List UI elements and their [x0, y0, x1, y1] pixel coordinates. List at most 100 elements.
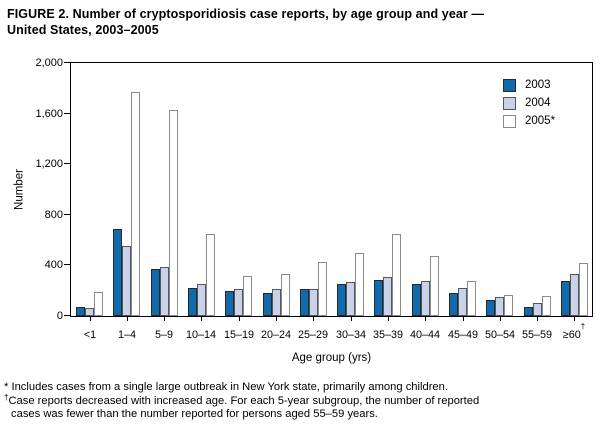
bar-2005-55–59 [542, 296, 551, 316]
bar-2003-5–9 [151, 269, 160, 316]
legend-label: 2003 [525, 79, 551, 91]
x-axis-tick-label: ≥60† [562, 322, 586, 341]
bar-2004-25–29 [309, 289, 318, 316]
x-axis-tick [201, 316, 202, 321]
plot-area [70, 62, 593, 317]
y-axis-tick-labels: 0 400 800 1,200 1,600 2,000 [0, 0, 63, 439]
y-axis-tick-label: 1,200 [35, 158, 63, 170]
x-axis-tick-label: 5–9 [154, 329, 174, 341]
x-axis-tick-label: 25–29 [297, 329, 329, 341]
footnote-dagger-line2: cases was fewer than the number reported… [11, 408, 378, 420]
y-axis-tick [64, 163, 70, 164]
bar-2004-20–24 [272, 289, 281, 316]
x-axis-tick-label: 35–39 [372, 329, 404, 341]
x-axis-tick [276, 316, 277, 321]
bar-2005-40–44 [430, 256, 439, 316]
legend-label: 2004 [525, 97, 551, 109]
bar-2005-45–49 [467, 281, 476, 316]
y-axis-tick-label: 400 [44, 259, 63, 271]
x-axis-tick [500, 316, 501, 321]
chart-legend: 2003 2004 2005* [503, 79, 555, 133]
bar-2005-30–34 [355, 253, 364, 316]
bar-2003-55–59 [524, 307, 533, 316]
footnote-dagger-line1: Case reports decreased with increased ag… [8, 394, 480, 407]
bar-2005-≥60 [579, 263, 588, 316]
dagger-marker: † [580, 322, 586, 332]
y-axis-tick-label: 2,000 [35, 57, 63, 69]
footnote-dagger: †Case reports decreased with increased a… [4, 392, 601, 422]
x-axis-title: Age group (yrs) [291, 352, 372, 364]
bar-2004-50–54 [495, 297, 504, 316]
y-axis-tick [64, 113, 70, 114]
legend-swatch [503, 115, 516, 128]
y-axis-tick [64, 264, 70, 265]
x-axis-tick [90, 316, 91, 321]
y-axis-tick [64, 214, 70, 215]
bar-2004-45–49 [458, 288, 467, 316]
bar-2005-1–4 [131, 92, 140, 316]
figure-title-line1: FIGURE 2. Number of cryptosporidiosis ca… [7, 7, 485, 21]
bar-2003-20–24 [263, 293, 272, 316]
bar-2003-<1 [76, 307, 85, 316]
bar-2003-1–4 [113, 229, 122, 316]
bar-2004-5–9 [160, 267, 169, 316]
legend-swatch [503, 79, 516, 92]
bar-2004-<1 [85, 308, 94, 316]
x-axis-tick-label: 20–24 [260, 329, 292, 341]
x-axis-tick-label: <1 [83, 329, 97, 341]
bar-2005-20–24 [281, 274, 290, 316]
x-axis-tick [388, 316, 389, 321]
bar-2005-25–29 [318, 262, 327, 316]
x-axis-tick-label: 55–59 [521, 329, 553, 341]
bar-2004-≥60 [570, 274, 579, 316]
x-axis-tick [127, 316, 128, 321]
bar-2005-15–19 [243, 276, 252, 316]
x-axis-tick [351, 316, 352, 321]
bar-2004-10–14 [197, 284, 206, 316]
legend-item-2005: 2005* [503, 115, 555, 128]
x-axis-tick [537, 316, 538, 321]
y-axis-tick [64, 315, 70, 316]
x-axis-tick-label: 15–19 [223, 329, 255, 341]
x-axis-tick [164, 316, 165, 321]
legend-label: 2005* [525, 115, 556, 127]
x-axis-tick-label: 30–34 [335, 329, 367, 341]
x-axis-tick-label: 10–14 [185, 329, 217, 341]
legend-swatch [503, 97, 516, 110]
x-axis-tick [239, 316, 240, 321]
bar-2003-30–34 [337, 284, 346, 316]
bar-2003-≥60 [561, 281, 570, 316]
x-axis-tick [463, 316, 464, 321]
bar-2005-50–54 [504, 295, 513, 316]
figure-title: FIGURE 2. Number of cryptosporidiosis ca… [7, 6, 599, 38]
x-axis-tick-label: 40–44 [409, 329, 441, 341]
y-axis-tick-label: 0 [56, 310, 63, 322]
dagger-symbol: † [4, 392, 9, 402]
bar-2004-55–59 [533, 303, 542, 316]
x-axis-tick [313, 316, 314, 321]
bar-2005-10–14 [206, 234, 215, 316]
bar-2003-10–14 [188, 288, 197, 316]
bar-2004-30–34 [346, 282, 355, 316]
bar-2004-35–39 [383, 277, 392, 316]
legend-item-2004: 2004 [503, 97, 555, 110]
bar-2005-<1 [94, 292, 103, 316]
x-axis-tick [425, 316, 426, 321]
bar-2003-25–29 [300, 289, 309, 316]
y-axis-tick-label: 1,600 [35, 108, 63, 120]
legend-item-2003: 2003 [503, 79, 555, 92]
bar-2004-40–44 [421, 281, 430, 316]
bar-2003-35–39 [374, 280, 383, 316]
bar-2004-15–19 [234, 289, 243, 316]
y-axis-tick [64, 62, 70, 63]
figure-title-line2: United States, 2003–2005 [7, 23, 159, 37]
x-axis-tick-label: 1–4 [117, 329, 137, 341]
footnote-star: * Includes cases from a single large out… [4, 381, 448, 393]
bar-2005-35–39 [392, 234, 401, 316]
x-axis-tick-label: 50–54 [484, 329, 516, 341]
footnotes: * Includes cases from a single large out… [4, 381, 601, 422]
bar-2003-40–44 [412, 284, 421, 316]
x-axis-tick [574, 316, 575, 321]
bar-2005-5–9 [169, 110, 178, 316]
